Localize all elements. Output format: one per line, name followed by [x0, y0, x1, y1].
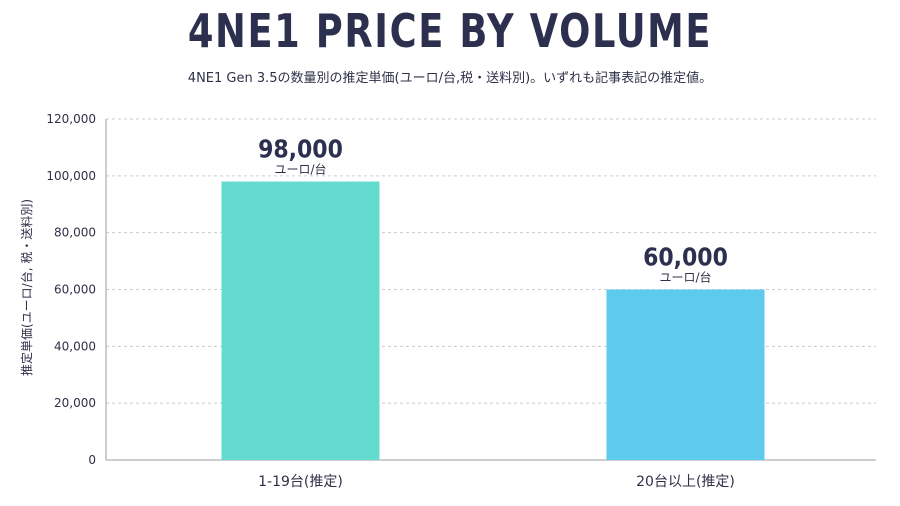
y-tick-label: 0 — [88, 453, 96, 467]
y-tick-label: 60,000 — [54, 283, 96, 297]
y-axis-label: 推定単価(ユーロ/台, 税・送料別) — [19, 199, 34, 376]
bar-value-label: 60,000 — [643, 242, 728, 272]
bar-unit-label: ユーロ/台 — [659, 270, 711, 285]
chart-title: 4NE1 PRICE BY VOLUME — [187, 4, 713, 58]
x-tick-label: 20台以上(推定) — [636, 474, 735, 490]
bar — [606, 289, 765, 460]
x-tick-label: 1-19台(推定) — [258, 474, 343, 490]
y-tick-label: 100,000 — [46, 169, 96, 183]
y-tick-label: 80,000 — [54, 226, 96, 240]
bar-value-label: 98,000 — [258, 134, 343, 164]
y-tick-label: 40,000 — [54, 339, 96, 353]
y-tick-label: 20,000 — [54, 396, 96, 410]
chart-subtitle: 4NE1 Gen 3.5の数量別の推定単価(ユーロ/台,税・送料別)。いずれも記… — [187, 71, 713, 86]
y-tick-label: 120,000 — [46, 112, 96, 126]
bar — [221, 181, 380, 460]
bar-unit-label: ユーロ/台 — [274, 162, 326, 177]
